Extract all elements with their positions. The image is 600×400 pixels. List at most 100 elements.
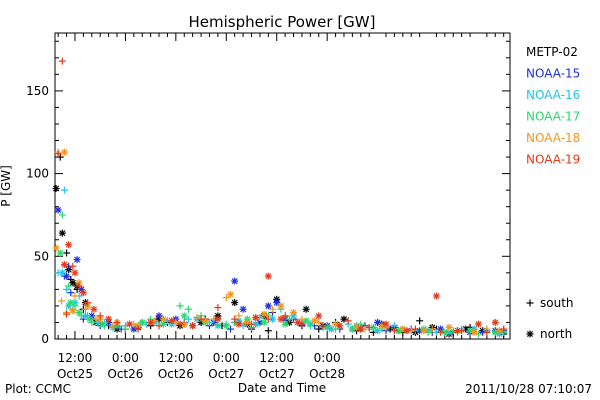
point-noaa-19-south <box>214 304 222 312</box>
point-noaa-16-south <box>60 186 68 194</box>
point-noaa-17-north <box>466 327 474 335</box>
point-noaa-15-south <box>226 325 234 333</box>
point-noaa-17-north <box>180 312 188 320</box>
point-noaa-17-south <box>121 325 129 333</box>
point-noaa-17-south <box>184 305 192 313</box>
point-noaa-19-north <box>126 320 134 328</box>
legend-entry-noaa-17: NOAA-17 <box>526 110 580 124</box>
data-points <box>52 57 508 338</box>
point-metp-02-north <box>52 184 60 192</box>
point-noaa-19-south <box>197 315 205 323</box>
point-noaa-19-south <box>319 322 327 330</box>
point-metp-02-south <box>416 317 424 325</box>
point-metp-02-north <box>69 279 77 287</box>
point-noaa-18-south <box>428 325 436 333</box>
point-noaa-17-north <box>302 317 310 325</box>
legend-entry-noaa-16: NOAA-16 <box>526 88 580 102</box>
x-tick-date-label: Oct26 <box>107 367 143 381</box>
point-noaa-18-north <box>277 302 285 310</box>
point-noaa-19-north <box>264 272 272 280</box>
point-noaa-18-north <box>201 317 209 325</box>
point-noaa-19-south <box>500 325 508 333</box>
y-axis-label: P [GW] <box>0 165 13 207</box>
point-noaa-18-north <box>290 309 298 317</box>
point-noaa-19-south <box>134 325 142 333</box>
x-tick-date-label: Oct25 <box>57 367 93 381</box>
y-tick-label: 150 <box>26 84 49 98</box>
point-noaa-18-north <box>159 315 167 323</box>
plot-frame <box>54 32 511 340</box>
legend-marker-north: north <box>540 327 572 341</box>
point-noaa-19-north <box>403 327 411 335</box>
point-noaa-19-south <box>84 299 92 307</box>
footer-timestamp: 2011/10/28 07:10:07 <box>465 382 592 396</box>
y-axis-ticks: 0 50 100 150 <box>26 40 510 346</box>
point-noaa-19-north <box>277 315 285 323</box>
point-noaa-19-south <box>54 150 62 158</box>
point-noaa-18-south <box>193 313 201 321</box>
point-noaa-17-north <box>260 318 268 326</box>
point-noaa-15-north <box>264 302 272 310</box>
point-noaa-19-north <box>294 318 302 326</box>
legend-entry-noaa-19: NOAA-19 <box>526 153 580 167</box>
point-noaa-18-north <box>311 317 319 325</box>
point-noaa-16-south <box>184 315 192 323</box>
point-noaa-16-north <box>81 312 89 320</box>
point-noaa-18-north <box>420 327 428 335</box>
point-noaa-19-south <box>344 317 352 325</box>
footer-plot-credit: Plot: CCMC <box>5 382 71 396</box>
point-metp-02-north <box>302 305 310 313</box>
point-metp-02-north <box>58 229 66 237</box>
point-noaa-19-south <box>155 322 163 330</box>
x-axis-ticks: 12:00 Oct25 0:00 Oct26 12:00 Oct26 0:00 Oct27 12… <box>57 33 505 381</box>
point-noaa-19-north <box>336 322 344 330</box>
point-noaa-15-north <box>231 277 239 285</box>
x-tick-date-label: Oct27 <box>208 367 244 381</box>
point-noaa-17-south <box>306 322 314 330</box>
point-noaa-18-north <box>243 318 251 326</box>
legend-marker-south: south <box>540 296 574 310</box>
legend-entry-noaa-18: NOAA-18 <box>526 131 580 145</box>
point-noaa-18-north <box>69 307 77 315</box>
point-metp-02-north <box>340 315 348 323</box>
chart-title: Hemispheric Power [GW] <box>189 13 376 31</box>
point-noaa-19-north <box>382 320 390 328</box>
point-noaa-18-south <box>222 294 230 302</box>
x-axis-label: Date and Time <box>238 381 326 395</box>
point-noaa-19-south <box>113 318 121 326</box>
point-noaa-19-north <box>357 325 365 333</box>
point-noaa-19-south <box>63 310 71 318</box>
point-noaa-19-north <box>235 320 243 328</box>
point-noaa-19-north <box>315 312 323 320</box>
point-metp-02-south <box>63 249 71 257</box>
point-noaa-19-south <box>231 315 239 323</box>
point-noaa-18-north <box>260 310 268 318</box>
point-noaa-17-north <box>86 315 94 323</box>
point-noaa-19-south <box>365 323 373 331</box>
point-noaa-19-north <box>71 269 79 277</box>
point-noaa-18-south <box>109 322 117 330</box>
x-tick-time-label: 12:00 <box>159 351 194 365</box>
y-tick-label: 0 <box>41 332 49 346</box>
point-noaa-19-north <box>65 241 73 249</box>
point-noaa-16-north <box>269 315 277 323</box>
point-noaa-19-south <box>411 325 419 333</box>
point-noaa-19-south <box>248 320 256 328</box>
point-noaa-19-south <box>58 57 66 65</box>
point-noaa-18-south <box>269 305 277 313</box>
point-noaa-19-north <box>147 318 155 326</box>
point-noaa-17-north <box>281 320 289 328</box>
point-noaa-19-south <box>176 320 184 328</box>
point-noaa-19-north <box>79 289 87 297</box>
point-metp-02-north <box>231 299 239 307</box>
point-noaa-18-south <box>58 297 66 305</box>
point-noaa-19-south <box>483 328 491 336</box>
point-noaa-18-north <box>445 323 453 331</box>
legend-entry-noaa-15: NOAA-15 <box>526 67 580 81</box>
point-metp-02-south <box>315 325 323 333</box>
x-tick-time-label: 0:00 <box>112 351 139 365</box>
x-tick-date-label: Oct28 <box>309 367 345 381</box>
point-noaa-17-north <box>75 309 83 317</box>
point-noaa-18-north <box>60 148 68 156</box>
